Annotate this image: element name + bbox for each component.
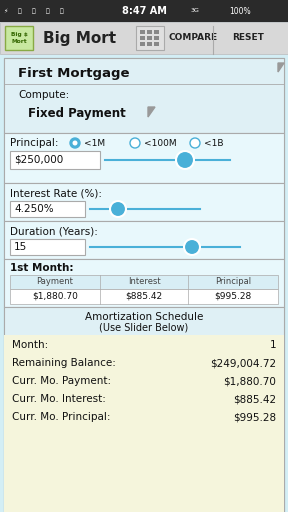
Bar: [154, 42, 159, 46]
Text: 💾: 💾: [46, 8, 50, 14]
Polygon shape: [278, 63, 284, 72]
Text: 8:47 AM: 8:47 AM: [122, 6, 166, 16]
Bar: [140, 30, 145, 34]
Text: Curr. Mo. Principal:: Curr. Mo. Principal:: [12, 412, 111, 422]
Bar: [0, 0, 288, 22]
Bar: [4, 307, 284, 512]
Bar: [4, 133, 284, 183]
Circle shape: [73, 140, 77, 145]
Text: $250,000: $250,000: [14, 155, 63, 165]
Circle shape: [70, 138, 80, 148]
Text: 1st Month:: 1st Month:: [10, 263, 73, 273]
Bar: [4, 183, 284, 221]
Text: 15: 15: [14, 242, 27, 252]
Bar: [10, 289, 278, 304]
Text: Duration (Years):: Duration (Years):: [10, 226, 98, 236]
Bar: [4, 335, 284, 512]
Text: $885.42: $885.42: [126, 291, 162, 301]
Bar: [136, 26, 164, 50]
Text: 🖼: 🖼: [18, 8, 22, 14]
Text: COMPARE: COMPARE: [168, 33, 217, 42]
Text: $995.28: $995.28: [233, 412, 276, 422]
Text: 📂: 📂: [60, 8, 64, 14]
Bar: [147, 30, 152, 34]
Text: Remaining Balance:: Remaining Balance:: [12, 358, 116, 368]
Text: Principal: Principal: [215, 278, 251, 287]
Text: 📅: 📅: [32, 8, 36, 14]
Text: <100M: <100M: [144, 139, 177, 147]
Bar: [4, 58, 284, 512]
Bar: [154, 30, 159, 34]
Text: Curr. Mo. Payment:: Curr. Mo. Payment:: [12, 376, 111, 386]
Text: 1: 1: [269, 340, 276, 350]
Bar: [140, 42, 145, 46]
Bar: [4, 259, 284, 307]
Text: Interest: Interest: [128, 278, 160, 287]
Bar: [10, 275, 278, 289]
Text: 3G: 3G: [191, 9, 199, 13]
Text: <1M: <1M: [84, 139, 105, 147]
Text: $885.42: $885.42: [233, 394, 276, 404]
Text: Big Mort: Big Mort: [43, 31, 117, 46]
Circle shape: [176, 151, 194, 169]
Text: Compute:: Compute:: [18, 90, 69, 100]
Text: Fixed Payment: Fixed Payment: [28, 106, 126, 119]
Text: $995.28: $995.28: [214, 291, 252, 301]
Bar: [147, 42, 152, 46]
Text: 4.250%: 4.250%: [14, 204, 54, 214]
Text: Payment: Payment: [37, 278, 73, 287]
Text: Curr. Mo. Interest:: Curr. Mo. Interest:: [12, 394, 106, 404]
Circle shape: [130, 138, 140, 148]
Text: <1B: <1B: [204, 139, 223, 147]
Bar: [10, 201, 85, 217]
Bar: [10, 151, 100, 169]
Polygon shape: [148, 107, 155, 117]
Bar: [147, 36, 152, 40]
Text: Big $
Mort: Big $ Mort: [11, 32, 27, 44]
Text: Principal:: Principal:: [10, 138, 58, 148]
Text: (Use Slider Below): (Use Slider Below): [99, 323, 189, 333]
Bar: [10, 239, 85, 255]
Bar: [154, 36, 159, 40]
Text: $1,880.70: $1,880.70: [32, 291, 78, 301]
Text: Interest Rate (%):: Interest Rate (%):: [10, 188, 102, 198]
Text: 100%: 100%: [229, 7, 251, 15]
Bar: [140, 36, 145, 40]
Bar: [4, 58, 284, 133]
Circle shape: [110, 201, 126, 217]
Bar: [5, 26, 33, 50]
Bar: [0, 22, 288, 54]
Text: Amortization Schedule: Amortization Schedule: [85, 312, 203, 322]
Text: Month:: Month:: [12, 340, 48, 350]
Text: $1,880.70: $1,880.70: [223, 376, 276, 386]
Text: First Mortgage: First Mortgage: [18, 68, 130, 80]
Text: ⚡: ⚡: [4, 9, 8, 13]
Circle shape: [190, 138, 200, 148]
Circle shape: [184, 239, 200, 255]
Bar: [4, 221, 284, 259]
Text: RESET: RESET: [232, 33, 264, 42]
Text: $249,004.72: $249,004.72: [210, 358, 276, 368]
